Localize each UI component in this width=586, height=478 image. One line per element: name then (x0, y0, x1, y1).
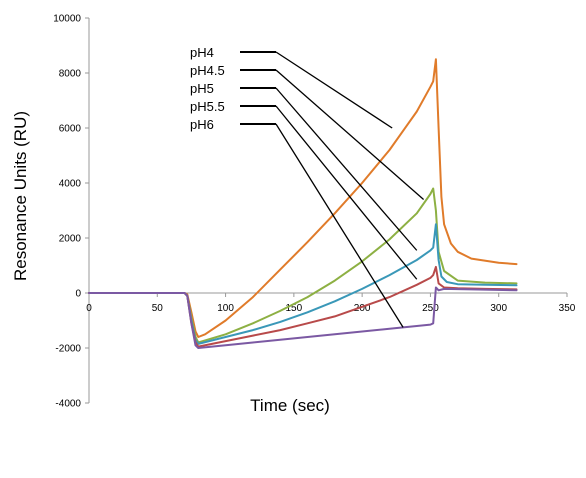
series-line-pH5 (88, 223, 518, 345)
x-tick-label: 100 (217, 303, 234, 314)
y-tick-label: 8000 (59, 69, 82, 80)
legend-leader-line (275, 69, 425, 200)
x-tick-label: 250 (422, 303, 439, 314)
y-tick-label: 6000 (59, 124, 82, 135)
y-tick-label: 2000 (59, 234, 82, 245)
axes (88, 18, 567, 403)
x-axis-ticks: 0 50 100 150 200 250 300 350 (86, 293, 576, 314)
legend-label-pH4-5: pH4.5 (190, 63, 225, 78)
legend-leader-line (275, 87, 418, 251)
y-tick-label: 0 (75, 289, 81, 300)
y-axis-title: Resonance Units (RU) (11, 111, 30, 281)
x-tick-label: 300 (490, 303, 507, 314)
y-tick-label: 10000 (53, 14, 81, 25)
x-tick-label: 50 (152, 303, 164, 314)
series-layer (88, 58, 518, 349)
legend-leader-line (275, 105, 418, 280)
series-line-pH4 (88, 58, 518, 338)
y-axis-ticks: -4000 -2000 0 2000 4000 6000 8000 10000 (53, 14, 89, 410)
x-tick-label: 0 (86, 303, 92, 314)
legend: pH4 pH4.5 pH5 pH5.5 pH6 (190, 45, 425, 328)
series-line-pH4-5 (88, 187, 518, 344)
legend-leader-line (275, 51, 393, 129)
x-axis-title: Time (sec) (250, 396, 330, 415)
y-tick-label: -4000 (55, 399, 81, 410)
series-line-pH6 (88, 286, 518, 349)
legend-label-pH4: pH4 (190, 45, 214, 60)
legend-label-pH5: pH5 (190, 81, 214, 96)
x-tick-label: 150 (286, 303, 303, 314)
x-tick-label: 350 (559, 303, 576, 314)
y-tick-label: 4000 (59, 179, 82, 190)
y-tick-label: -2000 (55, 344, 81, 355)
x-tick-label: 200 (354, 303, 371, 314)
legend-leader-line (275, 123, 404, 328)
legend-label-pH5-5: pH5.5 (190, 99, 225, 114)
legend-label-pH6: pH6 (190, 117, 214, 132)
